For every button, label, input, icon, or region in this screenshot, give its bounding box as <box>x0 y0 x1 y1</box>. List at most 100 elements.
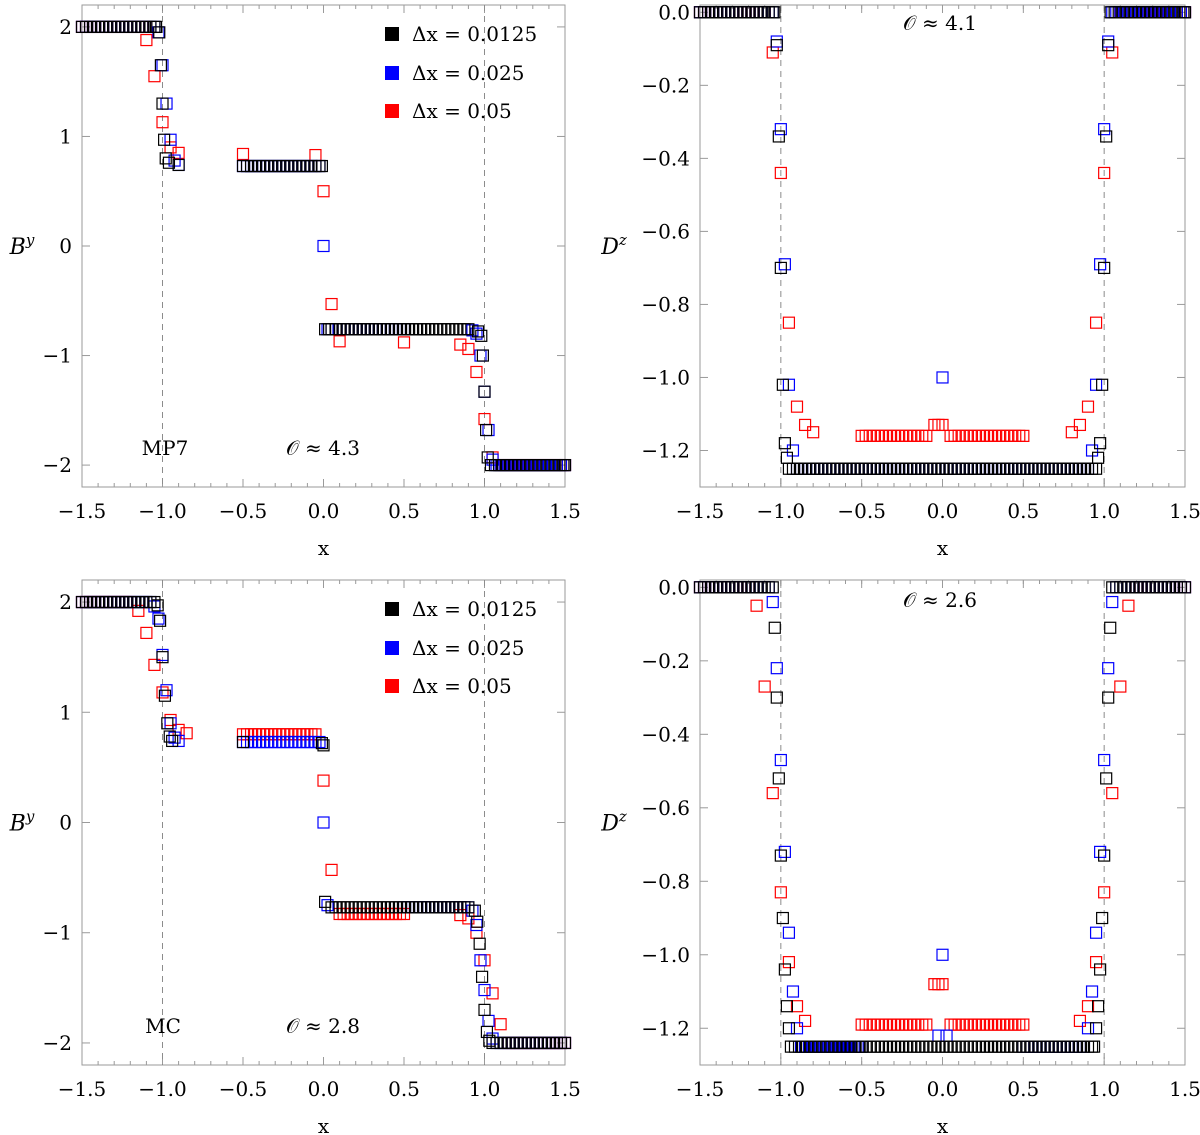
data-point <box>265 159 278 173</box>
data-point <box>1041 1040 1054 1053</box>
data-point <box>1001 429 1014 442</box>
data-point <box>1029 462 1042 475</box>
data-point <box>269 159 282 173</box>
data-point <box>450 901 463 914</box>
data-point <box>108 20 121 34</box>
data-point <box>422 323 435 336</box>
data-point <box>916 1040 929 1053</box>
data-point <box>116 20 129 34</box>
y-axis-label: By <box>9 808 35 837</box>
data-point <box>172 146 185 159</box>
data-point <box>912 429 925 442</box>
data-point <box>863 462 876 475</box>
data-point <box>948 462 961 475</box>
data-point <box>766 595 779 609</box>
y-axis-label: By <box>9 231 35 260</box>
data-point <box>313 159 326 173</box>
data-point <box>478 983 491 997</box>
data-point <box>1009 462 1022 475</box>
data-point <box>776 378 789 391</box>
x-tick-label: 1.5 <box>1169 499 1200 523</box>
data-point <box>750 581 763 594</box>
data-point <box>418 901 431 914</box>
data-point <box>1057 1040 1070 1053</box>
data-point <box>152 612 165 625</box>
data-point <box>180 727 193 740</box>
data-point <box>891 462 905 475</box>
data-point <box>772 772 785 785</box>
data-point <box>349 907 362 921</box>
data-point <box>984 462 998 475</box>
data-point <box>405 901 419 914</box>
data-point <box>442 901 455 914</box>
data-point <box>96 20 109 34</box>
data-point <box>1029 1040 1042 1053</box>
x-tick-label: −1.5 <box>676 1077 725 1101</box>
data-point <box>932 1029 945 1042</box>
data-point <box>794 462 808 475</box>
annotation: 𝒪 ≈ 4.3 <box>286 436 360 460</box>
data-point <box>546 1036 560 1050</box>
data-point <box>309 159 322 173</box>
data-point <box>329 323 342 336</box>
data-point <box>1138 581 1151 594</box>
data-point <box>774 753 787 767</box>
data-point <box>782 926 796 939</box>
data-point <box>434 323 447 336</box>
x-tick-label: −0.5 <box>219 1077 268 1101</box>
data-point <box>875 462 888 475</box>
data-point <box>997 462 1010 475</box>
y-tick-label: −0.8 <box>641 292 690 316</box>
data-point <box>960 1018 973 1031</box>
data-point <box>273 159 286 173</box>
data-point <box>976 429 990 442</box>
data-point <box>827 462 840 475</box>
data-point <box>281 728 294 741</box>
data-point <box>397 901 411 914</box>
data-point <box>470 327 483 340</box>
y-tick-label: 1 <box>59 700 72 724</box>
data-point <box>940 1029 953 1042</box>
data-point <box>1089 956 1103 969</box>
data-point <box>1065 426 1078 439</box>
data-point <box>154 59 167 72</box>
y-tick-label: −0.8 <box>641 869 690 893</box>
data-point <box>341 323 354 336</box>
data-point <box>895 429 909 442</box>
x-tick-label: −0.5 <box>837 1077 886 1101</box>
data-point <box>148 658 161 671</box>
data-point <box>96 20 109 34</box>
x-tick-label: 0.5 <box>1007 499 1039 523</box>
data-point <box>750 6 763 19</box>
data-point <box>1009 1018 1022 1031</box>
data-point <box>1001 462 1014 475</box>
data-point <box>285 159 298 173</box>
data-point <box>365 323 378 336</box>
data-point <box>253 159 266 173</box>
data-point <box>774 261 787 275</box>
data-point <box>158 133 171 146</box>
data-point <box>104 20 117 34</box>
data-point <box>108 20 121 34</box>
data-point <box>100 595 113 609</box>
y-tick-label: 0.0 <box>658 0 690 24</box>
data-point <box>337 907 350 921</box>
data-point <box>782 956 796 969</box>
data-point <box>778 845 791 858</box>
data-point <box>1005 1040 1018 1053</box>
data-point <box>506 1036 519 1050</box>
data-point <box>534 1036 547 1050</box>
data-point <box>839 462 852 475</box>
data-point <box>361 323 374 336</box>
data-point <box>895 1018 909 1031</box>
data-point <box>530 1036 543 1050</box>
data-point <box>236 159 250 173</box>
data-point <box>108 20 121 34</box>
data-point <box>928 418 941 432</box>
data-point <box>514 1036 527 1050</box>
x-axis-label: x <box>318 1114 330 1135</box>
legend-label: Δx = 0.025 <box>412 61 524 85</box>
data-point <box>1033 462 1046 475</box>
data-point <box>277 735 290 749</box>
data-point <box>944 1040 957 1053</box>
